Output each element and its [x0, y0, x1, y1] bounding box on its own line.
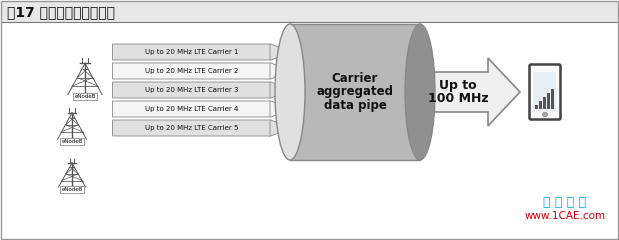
Ellipse shape — [542, 113, 547, 116]
Text: Carrier: Carrier — [332, 72, 378, 85]
FancyBboxPatch shape — [113, 101, 271, 117]
FancyBboxPatch shape — [113, 63, 271, 79]
FancyBboxPatch shape — [113, 82, 271, 98]
Polygon shape — [270, 44, 292, 60]
Text: 100 MHz: 100 MHz — [428, 92, 488, 105]
Text: Up to: Up to — [439, 79, 477, 92]
Text: www.1CAE.com: www.1CAE.com — [524, 211, 605, 221]
Text: eNodeB: eNodeB — [61, 139, 83, 144]
Text: data pipe: data pipe — [324, 98, 386, 112]
Text: Up to 20 MHz LTE Carrier 3: Up to 20 MHz LTE Carrier 3 — [145, 87, 238, 93]
Text: Up to 20 MHz LTE Carrier 4: Up to 20 MHz LTE Carrier 4 — [145, 106, 238, 112]
Text: 仿 真 在 线: 仿 真 在 线 — [543, 196, 587, 209]
FancyBboxPatch shape — [113, 44, 271, 60]
Text: eNodeB: eNodeB — [74, 94, 96, 99]
Polygon shape — [270, 63, 292, 79]
Text: Up to 20 MHz LTE Carrier 5: Up to 20 MHz LTE Carrier 5 — [145, 125, 238, 131]
Bar — [534, 72, 556, 111]
Polygon shape — [428, 58, 520, 126]
Bar — [543, 97, 545, 109]
Ellipse shape — [275, 24, 305, 160]
FancyBboxPatch shape — [529, 65, 560, 120]
Polygon shape — [270, 82, 292, 98]
Text: eNodeB: eNodeB — [61, 187, 83, 192]
Polygon shape — [270, 101, 292, 117]
Text: 图17 载波聚合原理示意图: 图17 载波聚合原理示意图 — [7, 5, 115, 19]
Text: aggregated: aggregated — [316, 85, 394, 98]
Bar — [539, 101, 542, 109]
Ellipse shape — [405, 24, 435, 160]
Bar — [535, 105, 537, 109]
Bar — [1, 1, 618, 22]
Bar — [551, 89, 553, 109]
Polygon shape — [270, 120, 292, 136]
FancyBboxPatch shape — [113, 120, 271, 136]
Bar — [290, 24, 420, 160]
Text: Up to 20 MHz LTE Carrier 2: Up to 20 MHz LTE Carrier 2 — [145, 68, 238, 74]
Bar — [547, 93, 550, 109]
Text: Up to 20 MHz LTE Carrier 1: Up to 20 MHz LTE Carrier 1 — [145, 49, 238, 55]
